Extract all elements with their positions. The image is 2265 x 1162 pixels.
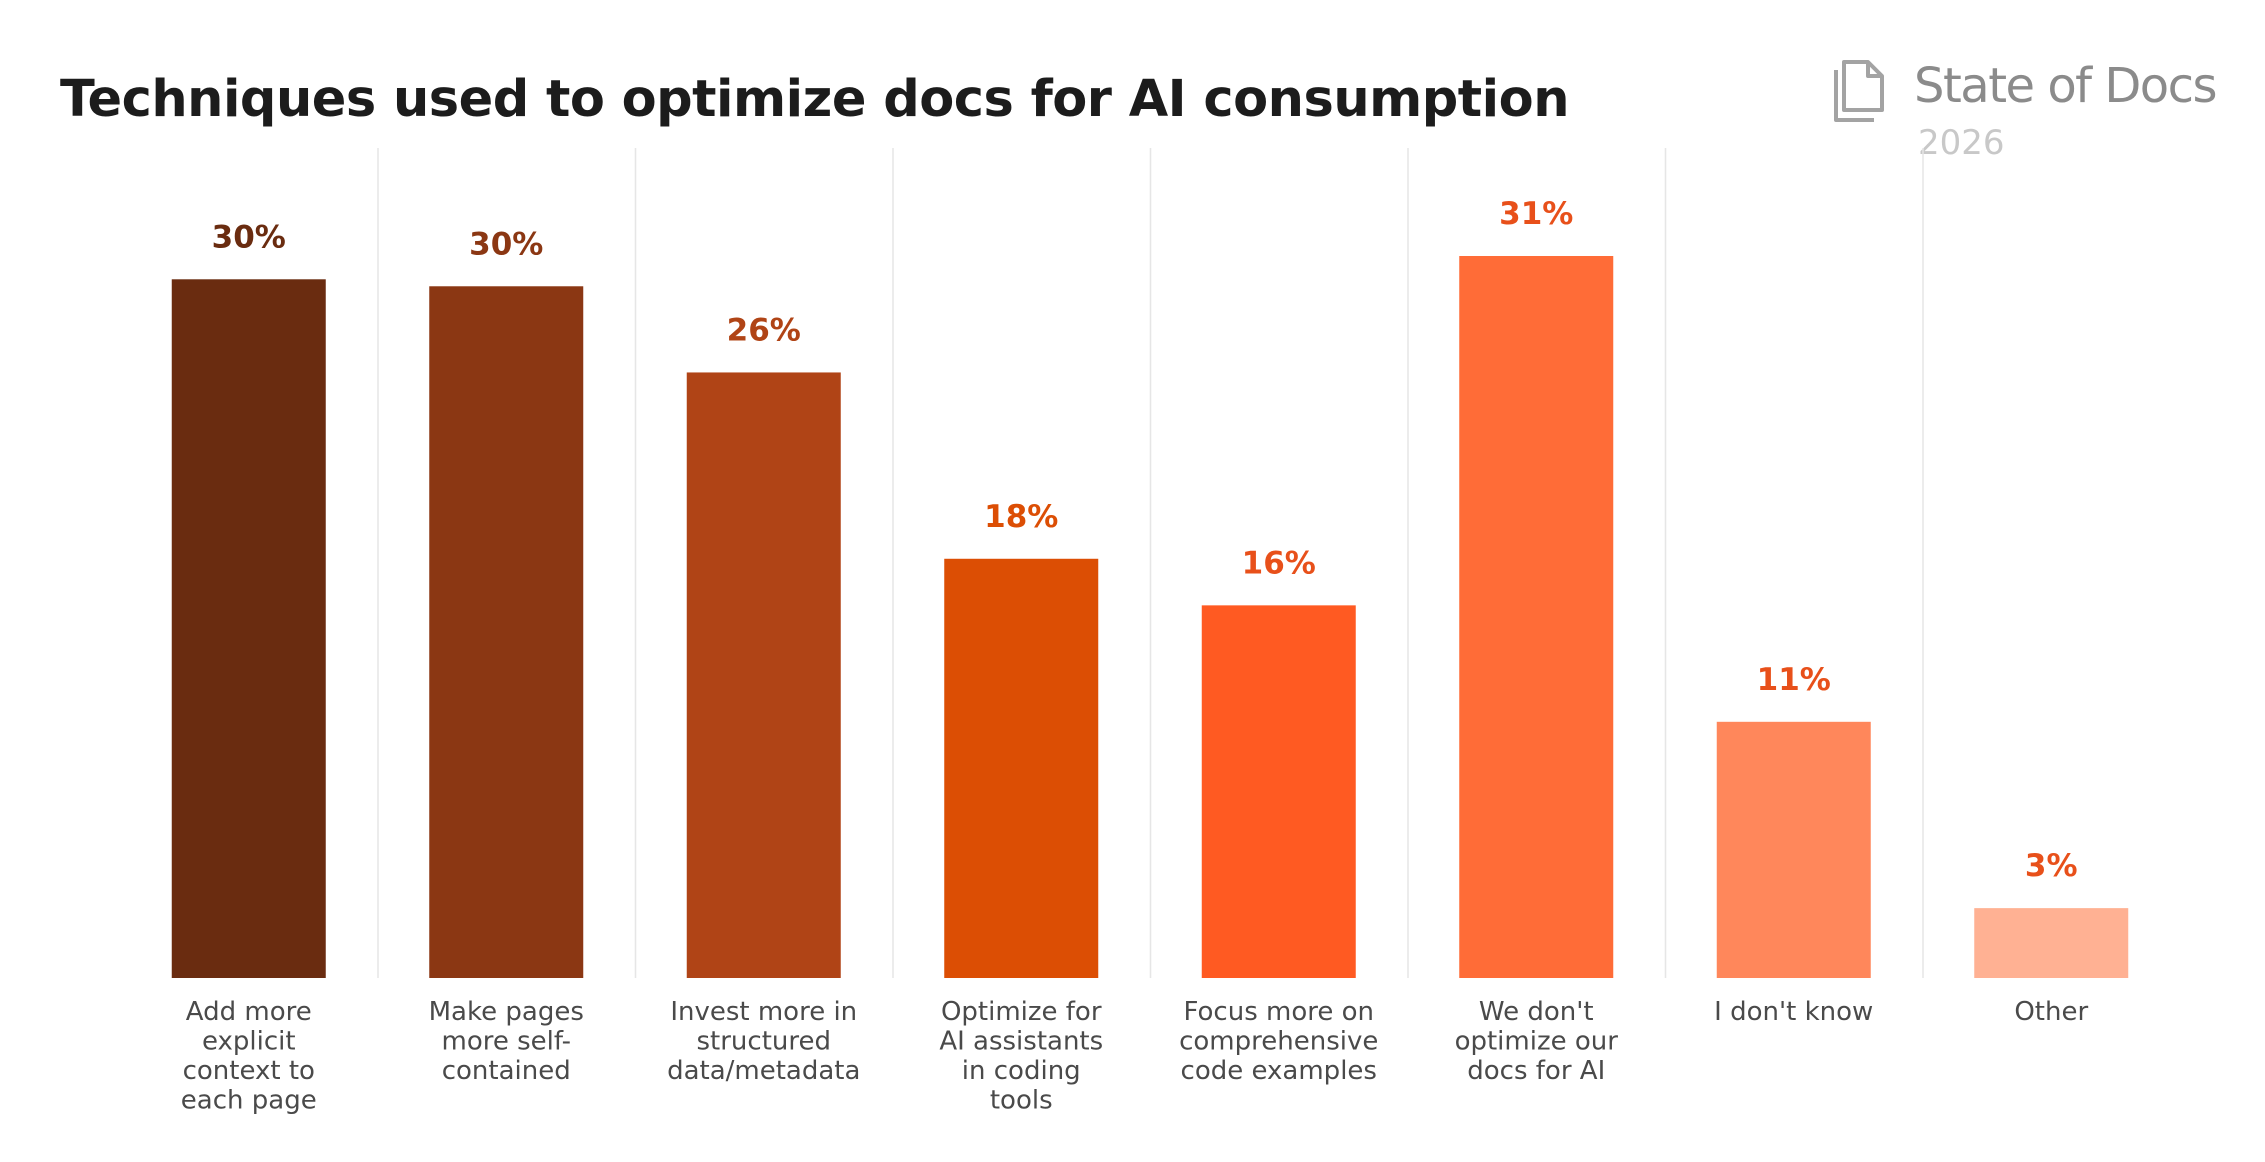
value-label: 11% [1757, 662, 1831, 698]
bar [686, 372, 841, 978]
bars [171, 256, 2129, 979]
value-labels: 30% 30% 26% 18% 16% 31% 11% 3% [212, 196, 2078, 884]
category-label: We don't optimize our docs for AI [1455, 997, 1619, 1086]
category-label: Add more explicit context to each page [181, 997, 317, 1116]
bar [1716, 721, 1871, 978]
category-label: Optimize for AI assistants in coding tools [939, 997, 1103, 1116]
bar [1974, 908, 2129, 978]
document-stack-icon [1834, 60, 1884, 122]
value-label: 31% [1499, 196, 1573, 232]
bar [429, 286, 584, 978]
value-label: 18% [984, 499, 1058, 535]
bar [171, 279, 326, 979]
value-label: 26% [727, 312, 801, 348]
category-label: I don't know [1714, 997, 1873, 1027]
bar [1459, 256, 1614, 978]
category-labels: Add more explicit context to each page Make … [181, 997, 2089, 1116]
brand-year: 2026 [1918, 123, 2005, 163]
category-label: Invest more in structured data/metadata [667, 997, 860, 1086]
category-label: Focus more on comprehensive code examples [1179, 997, 1378, 1086]
category-label: Make pages more self-contained [429, 997, 584, 1086]
brand-name: State of Docs [1914, 58, 2218, 114]
value-label: 3% [2025, 848, 2078, 884]
bar [944, 558, 1099, 978]
chart-title: Techniques used to optimize docs for AI … [60, 70, 1570, 129]
brand-logo: State of Docs 2026 [1830, 56, 2230, 166]
category-separators [377, 148, 1924, 978]
value-label: 30% [212, 219, 286, 255]
value-label: 30% [469, 226, 543, 262]
category-label: Other [2014, 997, 2088, 1027]
value-label: 16% [1242, 545, 1316, 581]
bar [1201, 605, 1356, 978]
